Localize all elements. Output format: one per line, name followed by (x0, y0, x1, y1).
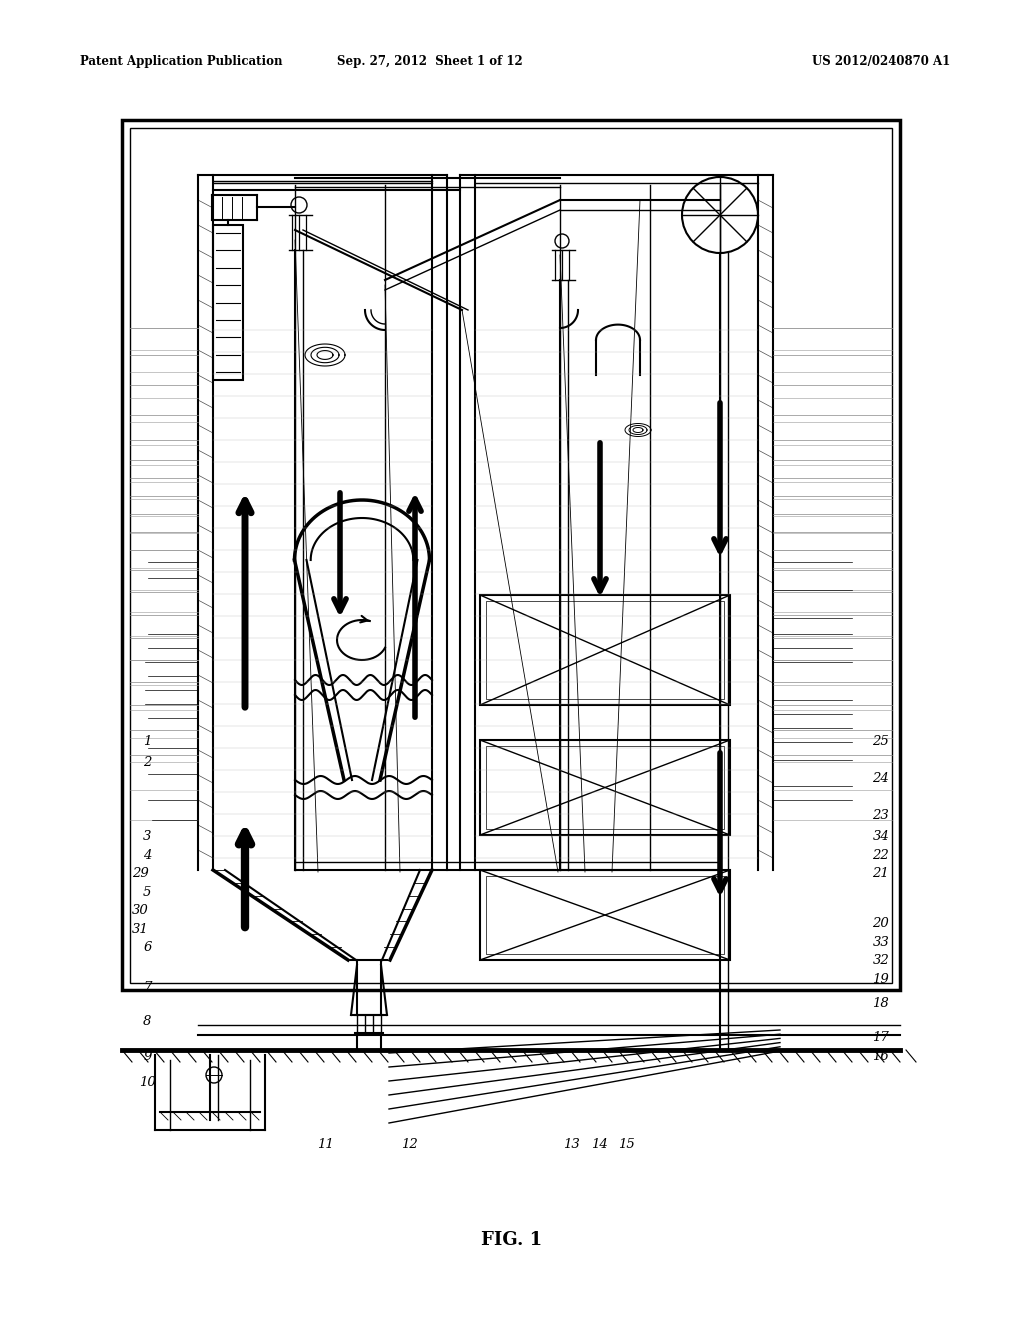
Text: 3: 3 (143, 830, 152, 843)
Text: 24: 24 (872, 772, 889, 785)
Bar (486, 746, 724, 829)
Bar (122, 120, 900, 990)
Text: 7: 7 (143, 981, 152, 994)
Text: Sep. 27, 2012  Sheet 1 of 12: Sep. 27, 2012 Sheet 1 of 12 (337, 55, 523, 69)
Text: 15: 15 (618, 1138, 635, 1151)
Text: 4: 4 (143, 849, 152, 862)
Bar (480, 870, 730, 960)
Text: 9: 9 (143, 1049, 152, 1063)
Text: 5: 5 (143, 886, 152, 899)
Text: 12: 12 (401, 1138, 418, 1151)
Text: 20: 20 (872, 917, 889, 931)
Bar (486, 876, 724, 954)
Text: 30: 30 (132, 904, 148, 917)
Text: Patent Application Publication: Patent Application Publication (80, 55, 283, 69)
Text: 6: 6 (143, 941, 152, 954)
Text: 1: 1 (143, 735, 152, 748)
Text: 19: 19 (872, 973, 889, 986)
Text: 32: 32 (872, 954, 889, 968)
Bar (213, 224, 243, 380)
Bar (130, 128, 892, 983)
Text: 11: 11 (317, 1138, 334, 1151)
Text: 21: 21 (872, 867, 889, 880)
Bar (480, 741, 730, 836)
Text: 14: 14 (591, 1138, 607, 1151)
Text: 34: 34 (872, 830, 889, 843)
Text: US 2012/0240870 A1: US 2012/0240870 A1 (812, 55, 950, 69)
Bar (480, 595, 730, 705)
Text: 17: 17 (872, 1031, 889, 1044)
Text: 8: 8 (143, 1015, 152, 1028)
Text: 22: 22 (872, 849, 889, 862)
Text: 2: 2 (143, 756, 152, 770)
Text: FIG. 1: FIG. 1 (481, 1232, 543, 1249)
Text: 29: 29 (132, 867, 148, 880)
Text: 25: 25 (872, 735, 889, 748)
Text: 16: 16 (872, 1049, 889, 1063)
Text: 10: 10 (139, 1076, 156, 1089)
Text: 33: 33 (872, 936, 889, 949)
Bar (486, 601, 724, 700)
Text: 18: 18 (872, 997, 889, 1010)
Text: 23: 23 (872, 809, 889, 822)
Text: 31: 31 (132, 923, 148, 936)
Text: 13: 13 (563, 1138, 580, 1151)
